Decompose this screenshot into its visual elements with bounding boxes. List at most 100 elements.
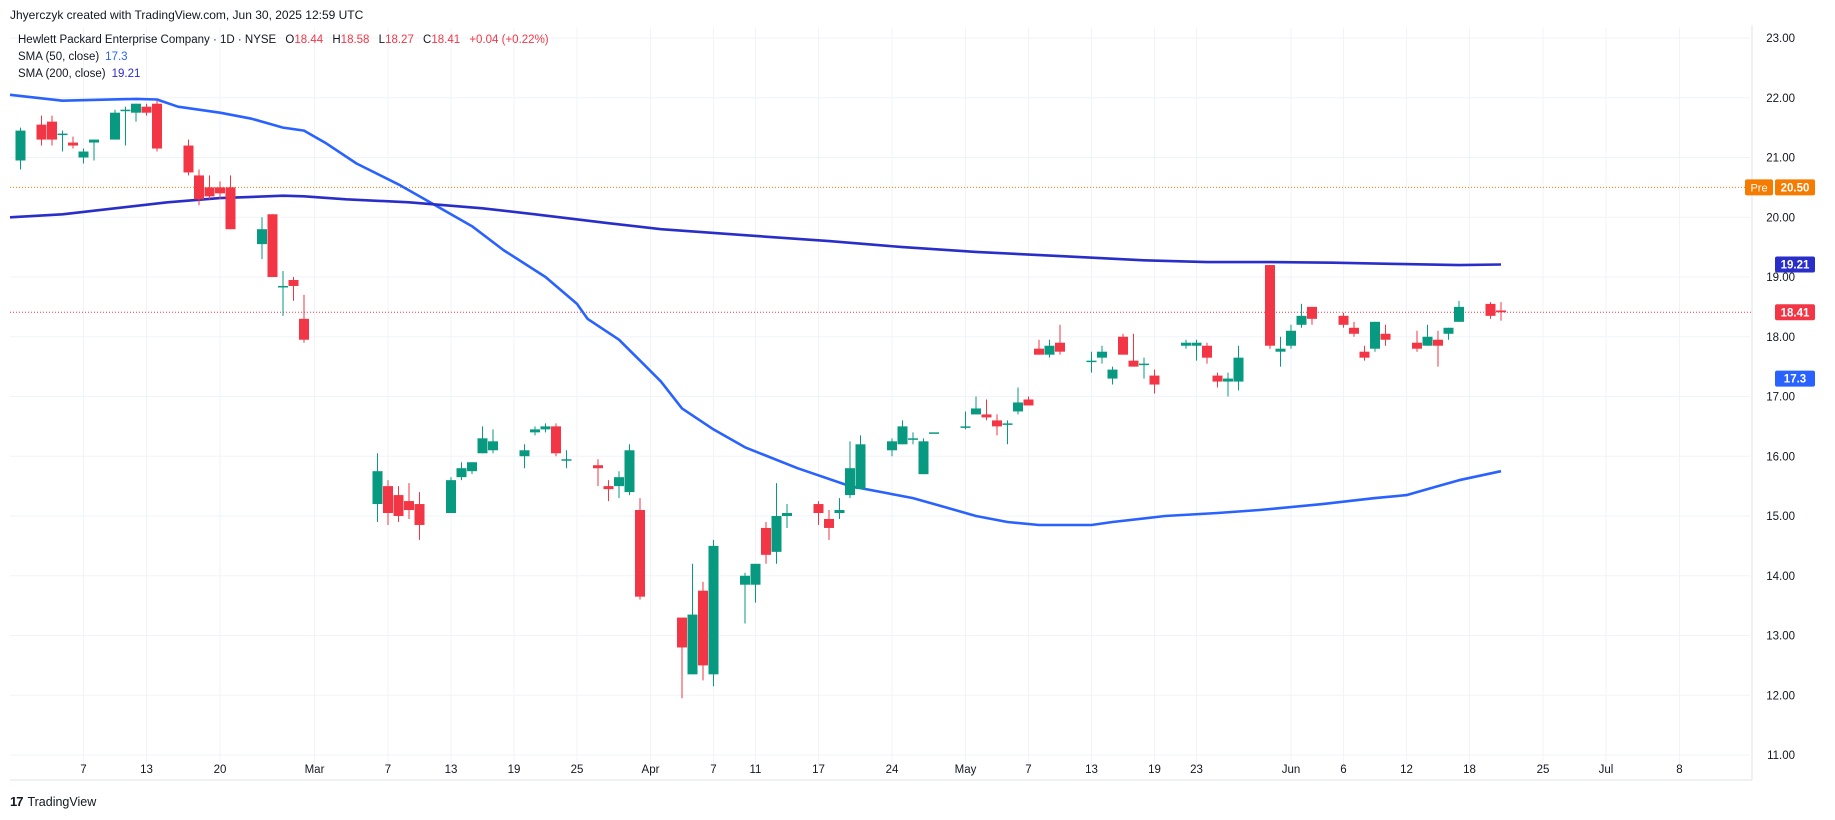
x-tick-label: 19 (1148, 764, 1161, 776)
sma200-label: SMA (200, close) (18, 68, 106, 80)
candle-body (845, 468, 855, 496)
candle-body (1023, 399, 1034, 406)
x-tick-label: 7 (1025, 764, 1031, 776)
candle-body (750, 563, 761, 585)
candle-body (89, 139, 99, 143)
candle-body (1149, 375, 1160, 385)
candle-body (1443, 327, 1454, 334)
candle-body (1275, 348, 1286, 352)
candle-body (15, 130, 26, 161)
candle-body (1412, 342, 1422, 349)
candle-body (183, 145, 194, 173)
x-tick-label: 17 (812, 764, 825, 776)
x-tick-label: 6 (1340, 764, 1346, 776)
candle-body (278, 285, 288, 288)
sma200-price-tag-box (1775, 256, 1815, 273)
sma50-price-tag: 17.3 (1784, 374, 1806, 386)
candle-body (540, 426, 551, 430)
close-label: C (423, 34, 432, 46)
tradingview-logo-text: TradingView (27, 794, 97, 809)
candle-body (1485, 303, 1496, 316)
candle-body (456, 468, 467, 478)
last-price-tag-box (1775, 304, 1815, 321)
y-tick-label: 18.00 (1766, 332, 1795, 344)
x-tick-label: 25 (571, 764, 584, 776)
candle-body (1086, 360, 1097, 363)
candle-body (225, 187, 236, 230)
candle-body (110, 112, 120, 140)
candle-body (1034, 348, 1044, 355)
candle-body (1359, 351, 1370, 358)
candle-body (393, 495, 404, 516)
x-tick-label: 20 (214, 764, 227, 776)
candle-body (131, 103, 141, 113)
candle-body (477, 438, 488, 454)
sma200-value: 19.21 (111, 68, 141, 80)
candle-body (1139, 363, 1149, 366)
premarket-price-tag-prefix-box (1745, 179, 1773, 196)
candle-body (1044, 345, 1055, 355)
high-label: H (332, 34, 341, 46)
candle-body (215, 187, 225, 194)
sma50-legend[interactable]: SMA (50, close) 17.3 (18, 51, 128, 63)
candle-body (78, 151, 89, 158)
candle-body (698, 590, 708, 666)
candle-body (1265, 265, 1275, 346)
candle-body (1370, 321, 1380, 349)
candle-body (68, 142, 78, 146)
last-price-tag: 18.41 (1781, 307, 1810, 319)
sma200-legend[interactable]: SMA (200, close) 19.21 (18, 68, 140, 80)
high-value: 18.58 (340, 34, 370, 46)
candle-body (908, 438, 918, 440)
candle-body (1454, 306, 1464, 322)
low-value: 18.27 (385, 34, 414, 46)
open-label: O (285, 34, 295, 46)
candle-body (47, 121, 57, 140)
candle-body (1433, 339, 1443, 346)
premarket-price-tag: 20.50 (1781, 182, 1810, 194)
y-tick-label: 12.00 (1766, 690, 1795, 702)
y-tick-label: 17.00 (1766, 392, 1795, 404)
candle-body (1002, 423, 1013, 425)
x-tick-label: Jul (1599, 764, 1614, 776)
candle-body (1286, 330, 1296, 346)
candle-body (887, 441, 897, 451)
candle-body (1223, 378, 1233, 382)
candle-body (551, 426, 561, 454)
premarket-price-tag-box (1775, 179, 1815, 196)
candle-body (1055, 342, 1065, 352)
ohlc-legend: Hewlett Packard Enterprise Company · 1D … (18, 34, 549, 46)
y-tick-label: 19.00 (1766, 272, 1795, 284)
candle-body (414, 504, 425, 525)
candle-body (488, 441, 498, 451)
candle-body (593, 465, 603, 469)
x-tick-label: 7 (80, 764, 86, 776)
tradingview-logo[interactable]: 17 TradingView (10, 794, 96, 809)
open-value: 18.44 (294, 34, 324, 46)
x-tick-label: 23 (1190, 764, 1203, 776)
x-tick-label: May (955, 764, 977, 776)
candle-body (561, 459, 572, 461)
candle-body (981, 414, 992, 418)
candle-body (372, 471, 383, 505)
y-tick-label: 20.00 (1766, 212, 1795, 224)
candle-body (299, 318, 309, 340)
candle-body (383, 486, 393, 514)
candle-body (834, 510, 845, 514)
candle-body (1128, 360, 1139, 367)
candle-body (288, 279, 299, 286)
y-tick-label: 15.00 (1766, 511, 1795, 523)
candle-body (992, 420, 1002, 427)
change-value: +0.04 (+0.22%) (469, 34, 549, 46)
candle-body (929, 432, 939, 434)
candle-body (761, 527, 771, 555)
x-tick-label: 12 (1400, 764, 1413, 776)
candle-body (404, 501, 414, 511)
candle-body (624, 450, 635, 493)
candle-body (1349, 327, 1359, 334)
x-tick-label: 13 (1085, 764, 1098, 776)
candle-body (36, 124, 47, 140)
sma50-price-tag-box (1775, 370, 1815, 387)
candle-body (687, 614, 698, 675)
